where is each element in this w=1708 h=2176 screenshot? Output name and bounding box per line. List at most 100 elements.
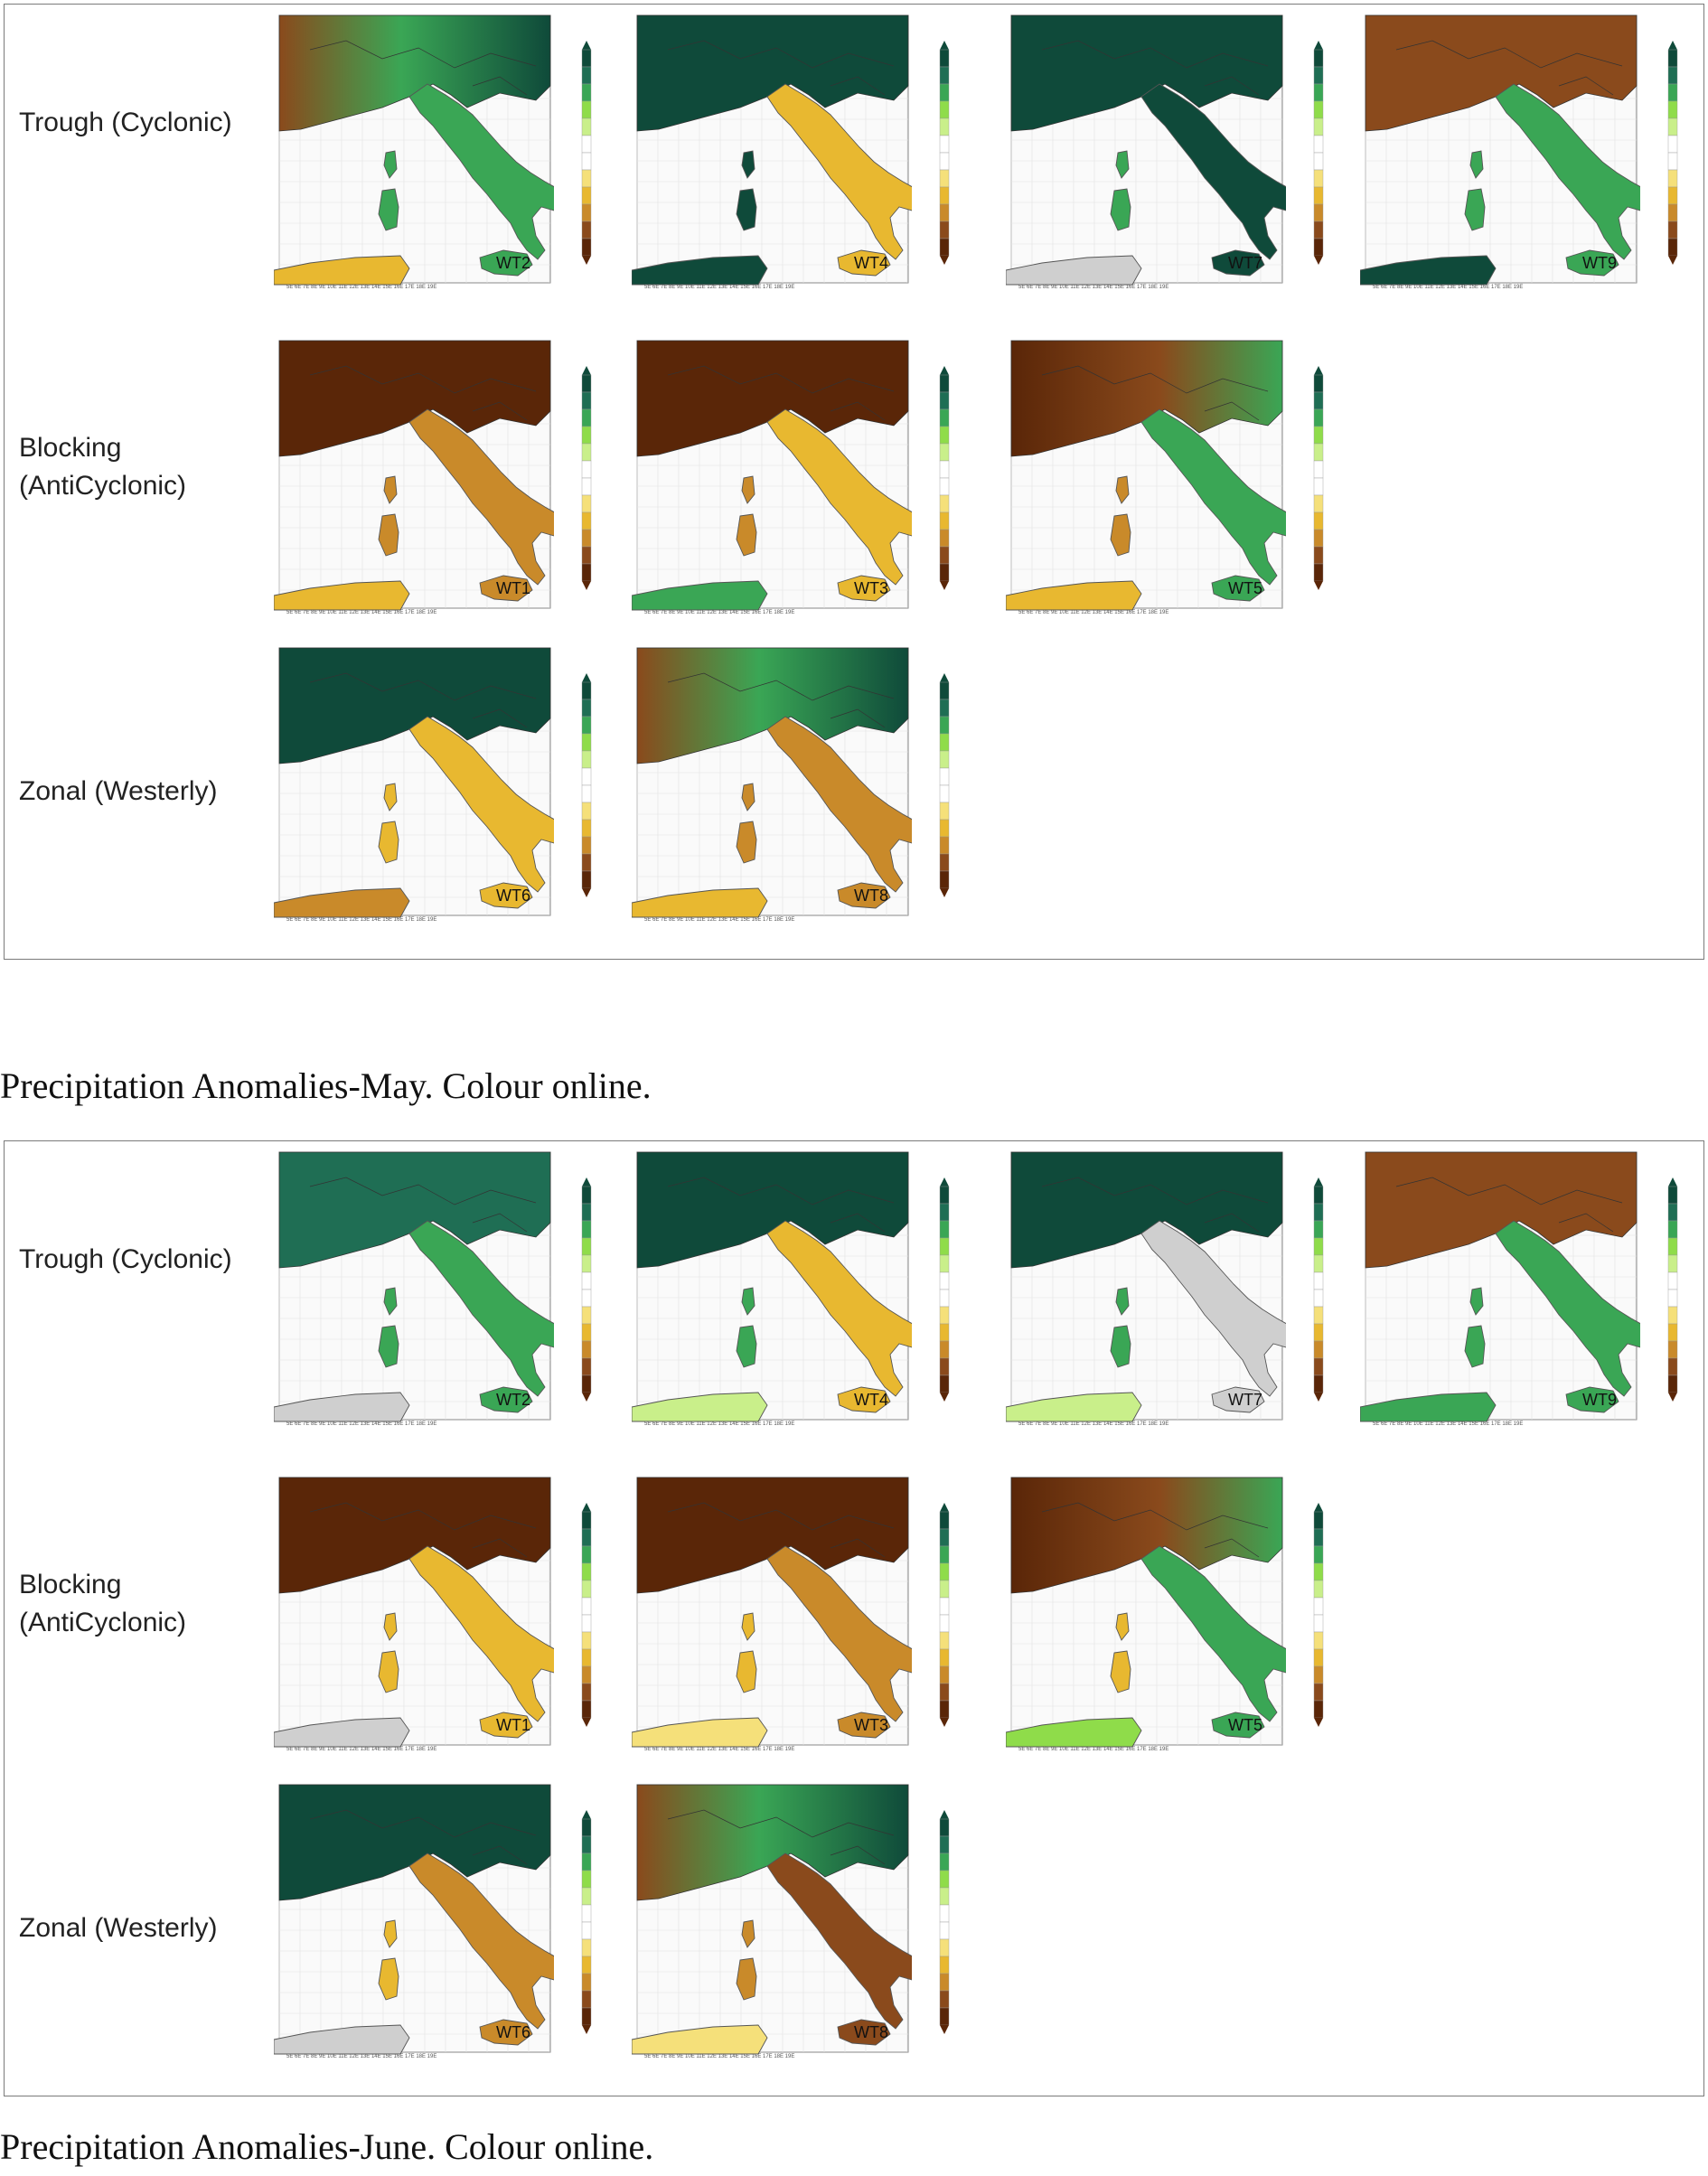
precip-anomaly-map: 5E 6E 7E 8E 9E 10E 11E 12E 13E 14E 15E 1… (1006, 14, 1286, 290)
row-label: Trough (Cyclonic) (19, 1244, 232, 1274)
colorbar (939, 366, 950, 590)
map-wt5: 5E 6E 7E 8E 9E 10E 11E 12E 13E 14E 15E 1… (1006, 1476, 1351, 1754)
colorbar (939, 673, 950, 897)
precip-anomaly-map: 5E 6E 7E 8E 9E 10E 11E 12E 13E 14E 15E 1… (1006, 1477, 1286, 1752)
row-label: Trough (Cyclonic) (19, 108, 232, 137)
precip-anomaly-map: 5E 6E 7E 8E 9E 10E 11E 12E 13E 14E 15E 1… (274, 1151, 554, 1427)
colorbar (1313, 1503, 1324, 1727)
map-wt4: 5E 6E 7E 8E 9E 10E 11E 12E 13E 14E 15E 1… (632, 1150, 977, 1429)
precip-anomaly-map: 5E 6E 7E 8E 9E 10E 11E 12E 13E 14E 15E 1… (1360, 1151, 1640, 1427)
precip-anomaly-map: 5E 6E 7E 8E 9E 10E 11E 12E 13E 14E 15E 1… (274, 1784, 554, 2059)
precip-anomaly-map: 5E 6E 7E 8E 9E 10E 11E 12E 13E 14E 15E 1… (1360, 14, 1640, 290)
weather-type-label: WT5 (1228, 1716, 1262, 1734)
svg-text:5E 6E 7E 8E 9E 10E 11E: 5E 6E 7E 8E 9E 10E 11E 12E 13E 14E 15E 1… (1373, 285, 1523, 290)
map-wt7: 5E 6E 7E 8E 9E 10E 11E 12E 13E 14E 15E 1… (1006, 1150, 1351, 1429)
colorbar (939, 1503, 950, 1727)
precip-anomaly-map: 5E 6E 7E 8E 9E 10E 11E 12E 13E 14E 15E 1… (632, 340, 912, 615)
colorbar (939, 41, 950, 265)
weather-type-label: WT4 (854, 254, 888, 272)
precip-anomaly-map: 5E 6E 7E 8E 9E 10E 11E 12E 13E 14E 15E 1… (274, 1477, 554, 1752)
weather-type-label: WT2 (496, 254, 530, 272)
colorbar (581, 366, 592, 590)
figure-panel-june: Trough (Cyclonic) 5E 6E 7E 8E 9E 10E 11E… (4, 1140, 1704, 2096)
map-wt9: 5E 6E 7E 8E 9E 10E 11E 12E 13E 14E 15E 1… (1360, 14, 1705, 292)
colorbar (939, 1810, 950, 2034)
precip-anomaly-map: 5E 6E 7E 8E 9E 10E 11E 12E 13E 14E 15E 1… (1006, 1151, 1286, 1427)
map-wt2: 5E 6E 7E 8E 9E 10E 11E 12E 13E 14E 15E 1… (274, 1150, 619, 1429)
weather-type-label: WT9 (1582, 1391, 1617, 1409)
map-wt4: 5E 6E 7E 8E 9E 10E 11E 12E 13E 14E 15E 1… (632, 14, 977, 292)
weather-type-label: WT7 (1228, 254, 1262, 272)
colorbar (939, 1177, 950, 1402)
colorbar (1313, 41, 1324, 265)
weather-type-label: WT3 (854, 1716, 888, 1734)
precip-anomaly-map: 5E 6E 7E 8E 9E 10E 11E 12E 13E 14E 15E 1… (632, 14, 912, 290)
svg-text:5E 6E 7E 8E 9E 10E 11E: 5E 6E 7E 8E 9E 10E 11E 12E 13E 14E 15E 1… (286, 2054, 436, 2059)
map-wt6: 5E 6E 7E 8E 9E 10E 11E 12E 13E 14E 15E 1… (274, 646, 619, 924)
svg-text:5E 6E 7E 8E 9E 10E 11E: 5E 6E 7E 8E 9E 10E 11E 12E 13E 14E 15E 1… (644, 610, 794, 615)
figure-panel-may: Trough (Cyclonic) 5E 6E 7E 8E 9E 10E 11E… (4, 4, 1704, 960)
weather-type-label: WT9 (1582, 254, 1617, 272)
map-wt5: 5E 6E 7E 8E 9E 10E 11E 12E 13E 14E 15E 1… (1006, 339, 1351, 617)
colorbar (1667, 1177, 1678, 1402)
precip-anomaly-map: 5E 6E 7E 8E 9E 10E 11E 12E 13E 14E 15E 1… (632, 1784, 912, 2059)
map-wt1: 5E 6E 7E 8E 9E 10E 11E 12E 13E 14E 15E 1… (274, 339, 619, 617)
svg-text:5E 6E 7E 8E 9E 10E 11E: 5E 6E 7E 8E 9E 10E 11E 12E 13E 14E 15E 1… (286, 285, 436, 290)
svg-text:5E 6E 7E 8E 9E 10E 11E: 5E 6E 7E 8E 9E 10E 11E 12E 13E 14E 15E 1… (644, 1747, 794, 1752)
weather-type-label: WT5 (1228, 579, 1262, 597)
precip-anomaly-map: 5E 6E 7E 8E 9E 10E 11E 12E 13E 14E 15E 1… (274, 340, 554, 615)
weather-type-label: WT8 (854, 2023, 888, 2041)
colorbar (581, 1503, 592, 1727)
colorbar (581, 1177, 592, 1402)
svg-text:5E 6E 7E 8E 9E 10E 11E: 5E 6E 7E 8E 9E 10E 11E 12E 13E 14E 15E 1… (1018, 1747, 1168, 1752)
svg-text:5E 6E 7E 8E 9E 10E 11E: 5E 6E 7E 8E 9E 10E 11E 12E 13E 14E 15E 1… (1018, 610, 1168, 615)
precip-anomaly-map: 5E 6E 7E 8E 9E 10E 11E 12E 13E 14E 15E 1… (1006, 340, 1286, 615)
map-wt3: 5E 6E 7E 8E 9E 10E 11E 12E 13E 14E 15E 1… (632, 1476, 977, 1754)
row-label: Zonal (Westerly) (19, 776, 218, 806)
weather-type-label: WT2 (496, 1391, 530, 1409)
weather-type-label: WT1 (496, 579, 530, 597)
svg-text:5E 6E 7E 8E 9E 10E 11E: 5E 6E 7E 8E 9E 10E 11E 12E 13E 14E 15E 1… (644, 1421, 794, 1427)
svg-text:5E 6E 7E 8E 9E 10E 11E: 5E 6E 7E 8E 9E 10E 11E 12E 13E 14E 15E 1… (1018, 285, 1168, 290)
weather-type-label: WT6 (496, 2023, 530, 2041)
colorbar (1667, 41, 1678, 265)
precip-anomaly-map: 5E 6E 7E 8E 9E 10E 11E 12E 13E 14E 15E 1… (274, 647, 554, 923)
colorbar (1313, 366, 1324, 590)
colorbar (581, 1810, 592, 2034)
map-wt7: 5E 6E 7E 8E 9E 10E 11E 12E 13E 14E 15E 1… (1006, 14, 1351, 292)
precip-anomaly-map: 5E 6E 7E 8E 9E 10E 11E 12E 13E 14E 15E 1… (632, 1477, 912, 1752)
svg-text:5E 6E 7E 8E 9E 10E 11E: 5E 6E 7E 8E 9E 10E 11E 12E 13E 14E 15E 1… (286, 917, 436, 923)
row-label: Blocking (AntiCyclonic) (19, 1570, 187, 1637)
svg-text:5E 6E 7E 8E 9E 10E 11E: 5E 6E 7E 8E 9E 10E 11E 12E 13E 14E 15E 1… (286, 1421, 436, 1427)
svg-text:5E 6E 7E 8E 9E 10E 11E: 5E 6E 7E 8E 9E 10E 11E 12E 13E 14E 15E 1… (1373, 1421, 1523, 1427)
colorbar (1313, 1177, 1324, 1402)
caption-may: Precipitation Anomalies-May. Colour onli… (0, 1065, 652, 1106)
colorbar (581, 673, 592, 897)
map-wt9: 5E 6E 7E 8E 9E 10E 11E 12E 13E 14E 15E 1… (1360, 1150, 1705, 1429)
weather-type-label: WT7 (1228, 1391, 1262, 1409)
weather-type-label: WT1 (496, 1716, 530, 1734)
weather-type-label: WT6 (496, 886, 530, 905)
map-wt1: 5E 6E 7E 8E 9E 10E 11E 12E 13E 14E 15E 1… (274, 1476, 619, 1754)
svg-text:5E 6E 7E 8E 9E 10E 11E: 5E 6E 7E 8E 9E 10E 11E 12E 13E 14E 15E 1… (644, 917, 794, 923)
svg-text:5E 6E 7E 8E 9E 10E 11E: 5E 6E 7E 8E 9E 10E 11E 12E 13E 14E 15E 1… (1018, 1421, 1168, 1427)
svg-text:5E 6E 7E 8E 9E 10E 11E: 5E 6E 7E 8E 9E 10E 11E 12E 13E 14E 15E 1… (286, 610, 436, 615)
map-wt8: 5E 6E 7E 8E 9E 10E 11E 12E 13E 14E 15E 1… (632, 1783, 977, 2061)
svg-text:5E 6E 7E 8E 9E 10E 11E: 5E 6E 7E 8E 9E 10E 11E 12E 13E 14E 15E 1… (286, 1747, 436, 1752)
precip-anomaly-map: 5E 6E 7E 8E 9E 10E 11E 12E 13E 14E 15E 1… (632, 647, 912, 923)
caption-june: Precipitation Anomalies-June. Colour onl… (0, 2126, 654, 2167)
map-wt3: 5E 6E 7E 8E 9E 10E 11E 12E 13E 14E 15E 1… (632, 339, 977, 617)
weather-type-label: WT4 (854, 1391, 888, 1409)
svg-text:5E 6E 7E 8E 9E 10E 11E: 5E 6E 7E 8E 9E 10E 11E 12E 13E 14E 15E 1… (644, 2054, 794, 2059)
precip-anomaly-map: 5E 6E 7E 8E 9E 10E 11E 12E 13E 14E 15E 1… (274, 14, 554, 290)
map-wt2: 5E 6E 7E 8E 9E 10E 11E 12E 13E 14E 15E 1… (274, 14, 619, 292)
row-label: Blocking (AntiCyclonic) (19, 433, 187, 501)
map-wt8: 5E 6E 7E 8E 9E 10E 11E 12E 13E 14E 15E 1… (632, 646, 977, 924)
map-wt6: 5E 6E 7E 8E 9E 10E 11E 12E 13E 14E 15E 1… (274, 1783, 619, 2061)
weather-type-label: WT8 (854, 886, 888, 905)
row-label: Zonal (Westerly) (19, 1913, 218, 1943)
colorbar (581, 41, 592, 265)
precip-anomaly-map: 5E 6E 7E 8E 9E 10E 11E 12E 13E 14E 15E 1… (632, 1151, 912, 1427)
svg-text:5E 6E 7E 8E 9E 10E 11E: 5E 6E 7E 8E 9E 10E 11E 12E 13E 14E 15E 1… (644, 285, 794, 290)
weather-type-label: WT3 (854, 579, 888, 597)
